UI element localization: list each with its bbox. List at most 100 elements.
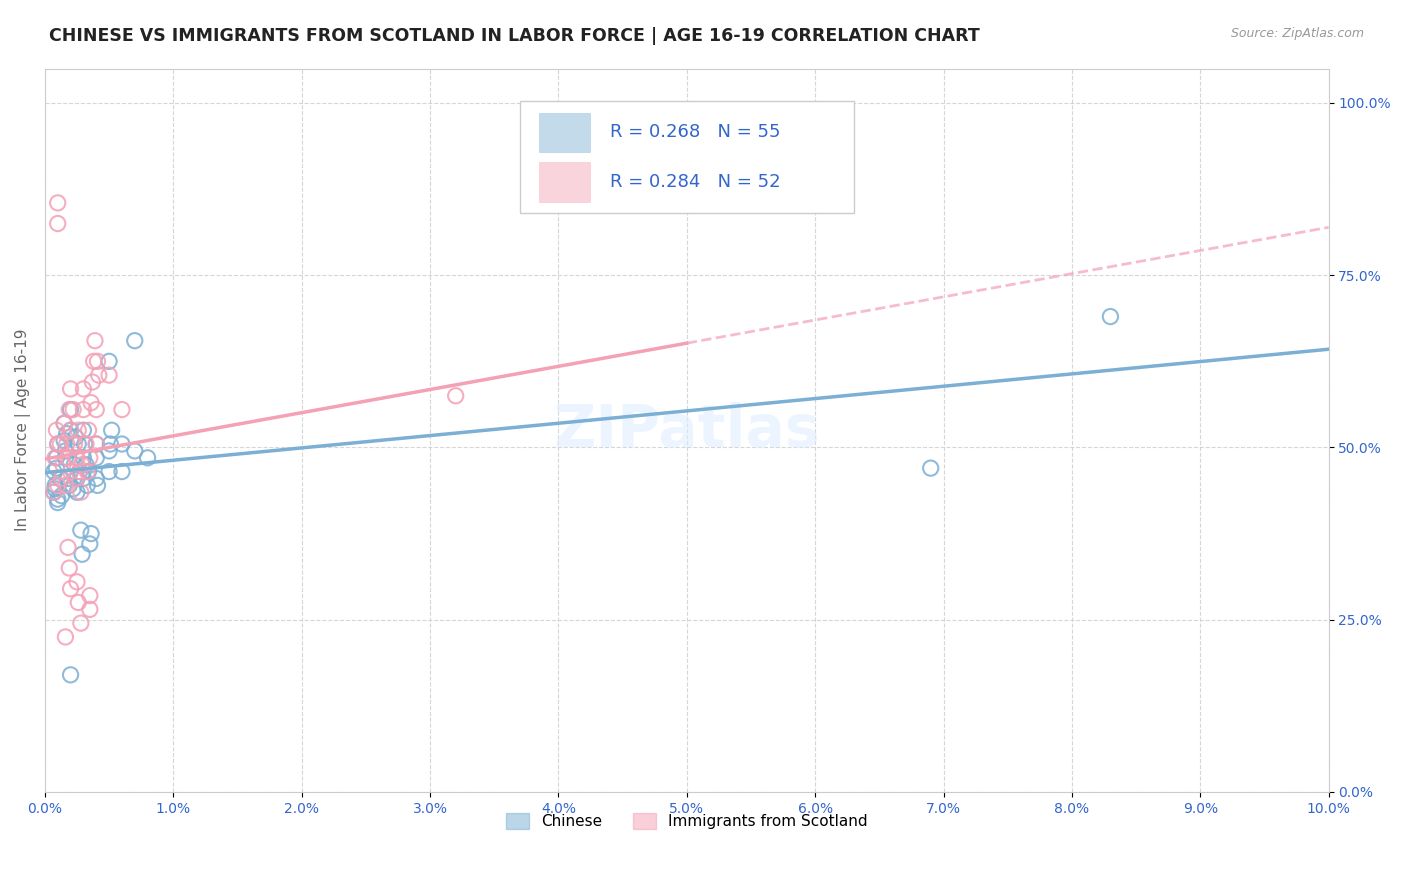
Point — [44, 482, 66, 496]
Point — [46, 195, 69, 210]
Point — [98, 354, 121, 368]
Point — [65, 430, 87, 444]
Point — [58, 478, 80, 492]
Point — [80, 395, 103, 409]
Point — [72, 450, 94, 465]
Point — [79, 589, 101, 603]
Point — [111, 465, 134, 479]
Point — [82, 375, 104, 389]
Point — [45, 423, 67, 437]
Y-axis label: In Labor Force | Age 16-19: In Labor Force | Age 16-19 — [15, 329, 31, 532]
Point — [111, 402, 134, 417]
Point — [67, 437, 90, 451]
Point — [124, 334, 146, 348]
Point — [42, 485, 65, 500]
Point — [84, 450, 107, 465]
Point — [59, 402, 82, 417]
Point — [55, 478, 77, 492]
Point — [62, 482, 84, 496]
Point — [46, 217, 69, 231]
Point — [51, 489, 73, 503]
Point — [63, 437, 86, 451]
Point — [79, 450, 101, 465]
Point — [72, 471, 94, 485]
Point — [98, 444, 121, 458]
Point — [73, 437, 96, 451]
Point — [42, 465, 65, 479]
Point — [53, 417, 76, 431]
Point — [59, 423, 82, 437]
Point — [69, 465, 91, 479]
Point — [86, 354, 108, 368]
Point — [58, 402, 80, 417]
FancyBboxPatch shape — [538, 112, 591, 153]
Point — [67, 423, 90, 437]
Point — [69, 485, 91, 500]
Point — [67, 595, 90, 609]
Point — [920, 461, 942, 475]
Point — [72, 402, 94, 417]
Point — [53, 434, 76, 448]
Point — [69, 523, 91, 537]
Point — [65, 471, 87, 485]
Point — [1099, 310, 1122, 324]
Point — [53, 417, 76, 431]
Point — [98, 437, 121, 451]
Text: R = 0.268   N = 55: R = 0.268 N = 55 — [610, 123, 780, 142]
Point — [66, 574, 89, 589]
Point — [70, 547, 93, 561]
Point — [84, 437, 107, 451]
Point — [55, 450, 77, 465]
Point — [66, 485, 89, 500]
Point — [124, 444, 146, 458]
Point — [46, 478, 69, 492]
Point — [63, 458, 86, 472]
Point — [98, 368, 121, 383]
Point — [84, 437, 107, 451]
Point — [56, 471, 79, 485]
Text: CHINESE VS IMMIGRANTS FROM SCOTLAND IN LABOR FORCE | AGE 16-19 CORRELATION CHART: CHINESE VS IMMIGRANTS FROM SCOTLAND IN L… — [49, 27, 980, 45]
Point — [59, 582, 82, 596]
Point — [59, 423, 82, 437]
Point — [72, 382, 94, 396]
Point — [84, 334, 107, 348]
Point — [111, 437, 134, 451]
FancyBboxPatch shape — [520, 101, 853, 213]
Point — [62, 402, 84, 417]
Point — [66, 450, 89, 465]
FancyBboxPatch shape — [538, 162, 591, 202]
Point — [52, 458, 75, 472]
Point — [55, 426, 77, 441]
Point — [75, 458, 97, 472]
Text: R = 0.284   N = 52: R = 0.284 N = 52 — [610, 173, 780, 191]
Point — [98, 465, 121, 479]
Point — [84, 402, 107, 417]
Point — [79, 602, 101, 616]
Point — [45, 450, 67, 465]
Point — [46, 492, 69, 507]
Point — [44, 450, 66, 465]
Legend: Chinese, Immigrants from Scotland: Chinese, Immigrants from Scotland — [501, 806, 873, 835]
Point — [46, 437, 69, 451]
Point — [87, 368, 110, 383]
Point — [45, 461, 67, 475]
Point — [100, 423, 122, 437]
Point — [75, 437, 97, 451]
Point — [69, 616, 91, 631]
Point — [59, 668, 82, 682]
Point — [77, 423, 100, 437]
Point — [44, 478, 66, 492]
Point — [55, 437, 77, 451]
Point — [70, 458, 93, 472]
Text: ZIPatlas: ZIPatlas — [554, 401, 820, 458]
Point — [56, 541, 79, 555]
Point — [59, 465, 82, 479]
Point — [83, 354, 105, 368]
Point — [55, 630, 77, 644]
Point — [79, 537, 101, 551]
Point — [46, 495, 69, 509]
Point — [76, 465, 98, 479]
Point — [444, 389, 467, 403]
Point — [58, 561, 80, 575]
Point — [69, 465, 91, 479]
